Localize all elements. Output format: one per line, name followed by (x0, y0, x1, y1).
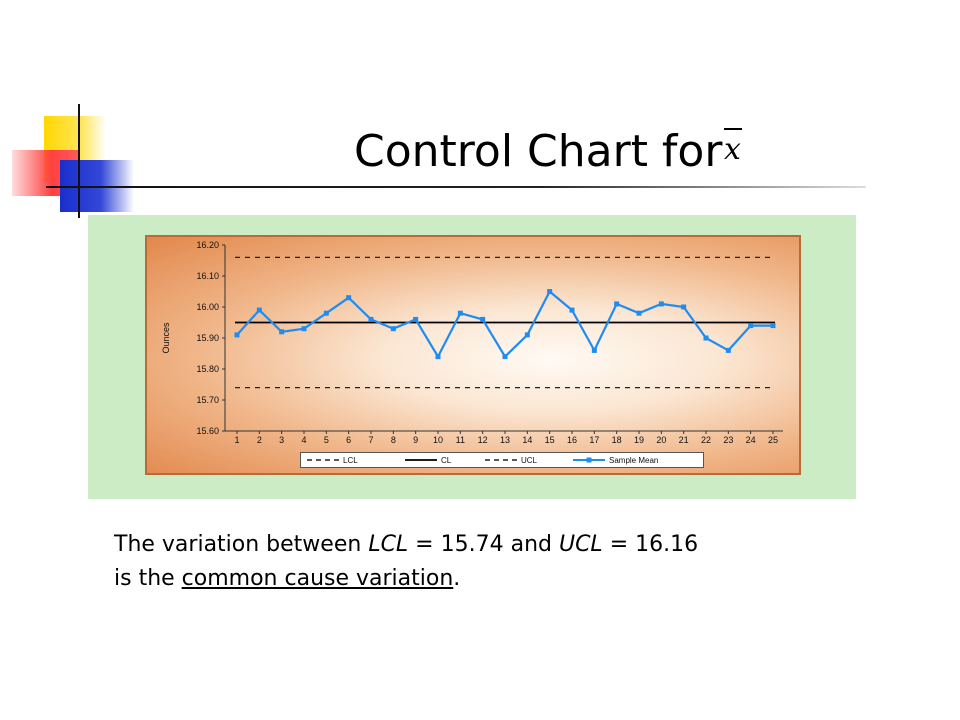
x-tick-label: 10 (433, 435, 443, 445)
x-tick-label: 12 (478, 435, 488, 445)
sample-mean-point (502, 354, 508, 360)
legend-label-sample-mean: Sample Mean (609, 456, 658, 465)
x-tick-label: 16 (567, 435, 577, 445)
chart-frame (145, 235, 801, 475)
x-tick-label: 8 (391, 435, 396, 445)
y-tick-label: 15.90 (196, 333, 219, 343)
slide-title: Control Chart for (354, 126, 723, 177)
control-chart: 16.20 16.10 16.00 15.90 15.80 15.70 15.60 Ounce… (161, 240, 783, 465)
caption-text: The variation between (114, 532, 369, 557)
sample-mean-point (368, 316, 374, 322)
sample-mean-point (234, 332, 240, 338)
sample-mean-point (636, 310, 642, 316)
sample-mean-point (390, 326, 396, 332)
caption: The variation between LCL = 15.74 and UC… (114, 528, 894, 596)
y-tick-label: 15.80 (196, 364, 219, 374)
x-bar-symbol: x (722, 128, 748, 178)
sample-mean-point (681, 304, 687, 310)
x-tick-label: 19 (634, 435, 644, 445)
sample-mean-point (569, 307, 575, 313)
x-tick-label: 5 (324, 435, 329, 445)
sample-mean-point (748, 323, 754, 329)
decorative-vertical-line (78, 104, 80, 218)
sample-mean-point (547, 289, 553, 294)
x-tick-label: 11 (456, 435, 465, 445)
x-tick-label: 3 (279, 435, 284, 445)
legend-label-lcl: LCL (343, 456, 358, 465)
sample-mean-point (279, 329, 285, 335)
x-tick-label: 2 (257, 435, 262, 445)
y-tick-label: 16.10 (196, 271, 219, 281)
sample-mean-point (524, 332, 530, 338)
x-tick-label: 18 (612, 435, 622, 445)
sample-mean-point (346, 295, 352, 301)
caption-text: . (453, 566, 461, 591)
legend-label-cl: CL (441, 456, 452, 465)
sample-mean-point (770, 323, 776, 329)
x-tick-label: 23 (723, 435, 733, 445)
x-tick-label: 17 (589, 435, 599, 445)
x-bar-overline (724, 128, 742, 130)
title-underline (46, 186, 866, 188)
x-tick-label: 15 (545, 435, 555, 445)
x-tick-label: 22 (701, 435, 711, 445)
x-tick-label: 24 (746, 435, 756, 445)
x-tick-label: 20 (656, 435, 666, 445)
y-tick-label: 15.70 (196, 395, 219, 405)
sample-mean-point (256, 307, 262, 313)
x-tick-label: 6 (346, 435, 351, 445)
sample-mean-point (480, 316, 486, 322)
sample-mean-point (435, 354, 441, 360)
legend-swatch-sample-mean-marker (586, 457, 592, 463)
sample-mean-point (725, 347, 731, 353)
x-tick-label: 21 (679, 435, 689, 445)
y-tick-label: 16.00 (196, 302, 219, 312)
caption-emphasis: common cause variation (181, 566, 454, 591)
y-tick-label: 15.60 (196, 426, 219, 436)
sample-mean-point (323, 310, 329, 316)
caption-text: = 15.74 and (408, 532, 559, 557)
sample-mean-point (413, 316, 419, 322)
sample-mean-point (591, 347, 597, 353)
y-axis-label: Ounces (161, 322, 171, 354)
sample-mean-line (236, 289, 773, 359)
legend-box (300, 452, 704, 468)
caption-ucl-term: UCL (558, 532, 603, 557)
sample-mean-point (301, 326, 307, 332)
sample-mean-point (703, 335, 709, 341)
caption-text: is the (114, 566, 182, 591)
y-tick-label: 16.20 (196, 240, 219, 250)
x-tick-label: 14 (522, 435, 532, 445)
x-tick-label: 13 (500, 435, 510, 445)
x-tick-label: 9 (413, 435, 418, 445)
sample-mean-point (658, 301, 664, 307)
legend-label-ucl: UCL (521, 456, 538, 465)
x-bar-variable: x (724, 132, 741, 167)
x-tick-label: 25 (768, 435, 778, 445)
sample-mean-point (457, 310, 463, 316)
x-tick-label: 1 (234, 435, 239, 445)
caption-text: = 16.16 (602, 532, 699, 557)
caption-lcl-term: LCL (368, 532, 409, 557)
sample-mean-point (614, 301, 620, 307)
x-tick-label: 4 (301, 435, 306, 445)
x-tick-label: 7 (368, 435, 373, 445)
